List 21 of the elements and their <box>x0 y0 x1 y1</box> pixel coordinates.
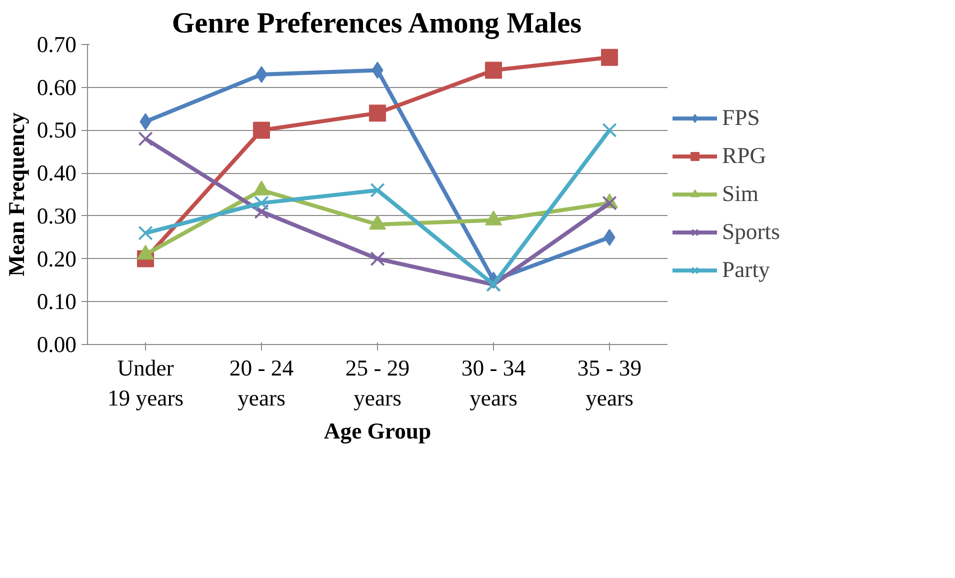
y-tick-label: 0.70 <box>36 32 77 57</box>
x-tick-label: 30 - 34 years <box>461 356 526 410</box>
y-tick-label: 0.40 <box>36 160 77 186</box>
x-tick-label: 35 - 39 years <box>577 356 642 410</box>
x-axis-title: Age Group <box>324 418 432 444</box>
chart-title: Genre Preferences Among Males <box>172 8 582 40</box>
x-tick-label: Under 19 years <box>107 356 184 410</box>
y-tick-label: 0.00 <box>36 332 77 357</box>
x-tick-label: 20 - 24 years <box>229 356 294 410</box>
y-tick-label: 0.50 <box>36 118 77 143</box>
legend-label: FPS <box>722 105 760 131</box>
y-tick-label: 0.20 <box>36 246 77 272</box>
legend-label: Sports <box>722 219 780 245</box>
legend-label: Party <box>722 257 770 283</box>
x-tick-label: 25 - 29 years <box>345 356 410 410</box>
legend-label: Sim <box>722 181 759 207</box>
legend-label: RPG <box>722 143 766 169</box>
y-axis-title: Mean Frequency <box>4 112 29 276</box>
y-tick-label: 0.30 <box>36 203 77 228</box>
y-tick-label: 0.60 <box>36 74 77 100</box>
y-tick-label: 0.10 <box>36 289 77 314</box>
